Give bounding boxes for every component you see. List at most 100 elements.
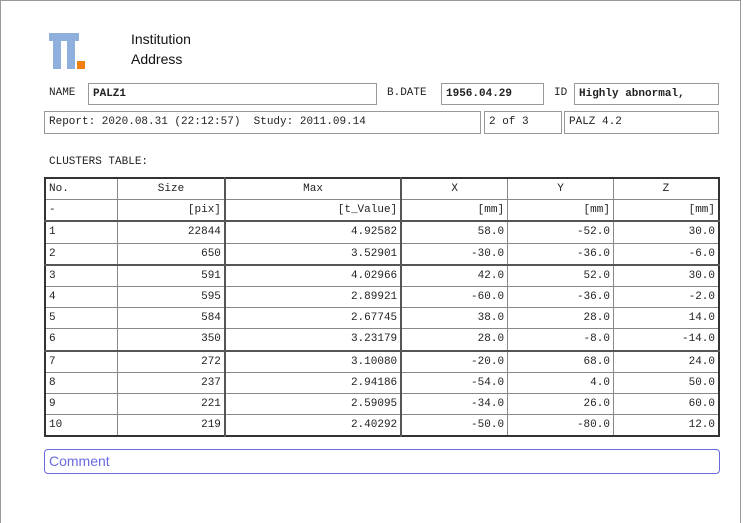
table-cell: Z xyxy=(612,177,720,201)
table-row: 5 584 2.67745 38.0 28.0 14.0 xyxy=(44,307,720,330)
table-cell: 24.0 xyxy=(612,350,720,373)
table-cell: 591 xyxy=(117,264,226,287)
comment-field[interactable]: Comment xyxy=(44,449,720,474)
table-cell: 22844 xyxy=(117,220,226,244)
table-cell: - xyxy=(44,199,119,223)
table-cell: 2.94186 xyxy=(223,371,402,394)
table-row: 3 591 4.02966 42.0 52.0 30.0 xyxy=(44,264,720,287)
page-number: 2 of 3 xyxy=(484,111,562,134)
name-label: NAME xyxy=(49,87,76,99)
table-cell: 12.0 xyxy=(612,414,720,437)
table-cell: 5 xyxy=(44,307,119,330)
table-title: CLUSTERS TABLE: xyxy=(49,156,149,168)
table-cell: 272 xyxy=(117,350,226,373)
table-row: No. Size Max X Y Z xyxy=(44,177,720,201)
table-cell: 26.0 xyxy=(507,392,614,416)
table-cell: 8 xyxy=(44,371,119,394)
table-row: 6 350 3.23179 28.0 -8.0 -14.0 xyxy=(44,328,720,352)
table-cell: [mm] xyxy=(400,199,509,223)
table-cell: 3 xyxy=(44,264,119,287)
bdate-label: B.DATE xyxy=(387,87,427,99)
table-cell: -36.0 xyxy=(507,242,614,266)
table-cell: 4.92582 xyxy=(223,220,402,244)
table-row: - [pix] [t_Value] [mm] [mm] [mm] xyxy=(44,199,720,223)
table-cell: No. xyxy=(44,177,119,201)
table-cell: 4.02966 xyxy=(223,264,402,287)
table-cell: -52.0 xyxy=(507,220,614,244)
table-cell: 50.0 xyxy=(612,371,720,394)
table-row: 1 22844 4.92582 58.0 -52.0 30.0 xyxy=(44,220,720,244)
table-cell: 2.89921 xyxy=(223,285,402,309)
id-field: Highly abnormal, xyxy=(574,83,719,105)
table-cell: 4.0 xyxy=(507,371,614,394)
table-cell: 9 xyxy=(44,392,119,416)
table-cell: -20.0 xyxy=(400,350,509,373)
table-cell: Y xyxy=(507,177,614,201)
table-row: 10 219 2.40292 -50.0 -80.0 12.0 xyxy=(44,414,720,437)
logo xyxy=(49,33,85,69)
table-cell: [pix] xyxy=(117,199,226,223)
table-cell: -30.0 xyxy=(400,242,509,266)
report-info: Report: 2020.08.31 (22:12:57) Study: 201… xyxy=(44,111,481,134)
table-cell: 28.0 xyxy=(400,328,509,352)
table-cell: 10 xyxy=(44,414,119,437)
table-cell: 14.0 xyxy=(612,307,720,330)
table-cell: -80.0 xyxy=(507,414,614,437)
table-row: 9 221 2.59095 -34.0 26.0 60.0 xyxy=(44,392,720,416)
table-cell: Size xyxy=(117,177,226,201)
table-cell: 350 xyxy=(117,328,226,352)
table-cell: -60.0 xyxy=(400,285,509,309)
table-cell: 6 xyxy=(44,328,119,352)
table-cell: -54.0 xyxy=(400,371,509,394)
table-cell: 2 xyxy=(44,242,119,266)
version: PALZ 4.2 xyxy=(564,111,719,134)
table-cell: -14.0 xyxy=(612,328,720,352)
table-cell: 3.10080 xyxy=(223,350,402,373)
table-cell: 237 xyxy=(117,371,226,394)
table-cell: 42.0 xyxy=(400,264,509,287)
table-cell: 3.52901 xyxy=(223,242,402,266)
table-row: 7 272 3.10080 -20.0 68.0 24.0 xyxy=(44,350,720,373)
table-cell: 30.0 xyxy=(612,220,720,244)
id-label: ID xyxy=(554,87,568,99)
table-cell: 2.67745 xyxy=(223,307,402,330)
table-row: 8 237 2.94186 -54.0 4.0 50.0 xyxy=(44,371,720,394)
table-cell: 595 xyxy=(117,285,226,309)
clusters-table: No. Size Max X Y Z - [pix] [t_Value] [mm] [mm] [mm]… xyxy=(44,177,720,438)
table-cell: 60.0 xyxy=(612,392,720,416)
table-cell: 2.59095 xyxy=(223,392,402,416)
table-cell: [mm] xyxy=(507,199,614,223)
name-field: PALZ1 xyxy=(88,83,377,105)
table-cell: 68.0 xyxy=(507,350,614,373)
table-cell: -8.0 xyxy=(507,328,614,352)
institution: Institution xyxy=(131,31,191,47)
table-row: 4 595 2.89921 -60.0 -36.0 -2.0 xyxy=(44,285,720,309)
table-cell: 221 xyxy=(117,392,226,416)
table-row: 2 650 3.52901 -30.0 -36.0 -6.0 xyxy=(44,242,720,266)
table-cell: Max xyxy=(223,177,402,201)
table-cell: -6.0 xyxy=(612,242,720,266)
address: Address xyxy=(131,51,183,67)
table-cell: X xyxy=(400,177,509,201)
table-cell: 4 xyxy=(44,285,119,309)
table-cell: [mm] xyxy=(612,199,720,223)
table-cell: 3.23179 xyxy=(223,328,402,352)
table-cell: 28.0 xyxy=(507,307,614,330)
table-cell: -2.0 xyxy=(612,285,720,309)
table-cell: 650 xyxy=(117,242,226,266)
bdate-field: 1956.04.29 xyxy=(441,83,544,105)
table-cell: 219 xyxy=(117,414,226,437)
table-cell: 7 xyxy=(44,350,119,373)
table-cell: -36.0 xyxy=(507,285,614,309)
table-cell: 584 xyxy=(117,307,226,330)
table-cell: 2.40292 xyxy=(223,414,402,437)
table-cell: -50.0 xyxy=(400,414,509,437)
table-cell: 38.0 xyxy=(400,307,509,330)
table-cell: 52.0 xyxy=(507,264,614,287)
table-cell: 58.0 xyxy=(400,220,509,244)
table-cell: 1 xyxy=(44,220,119,244)
table-cell: [t_Value] xyxy=(223,199,402,223)
table-cell: 30.0 xyxy=(612,264,720,287)
table-cell: -34.0 xyxy=(400,392,509,416)
